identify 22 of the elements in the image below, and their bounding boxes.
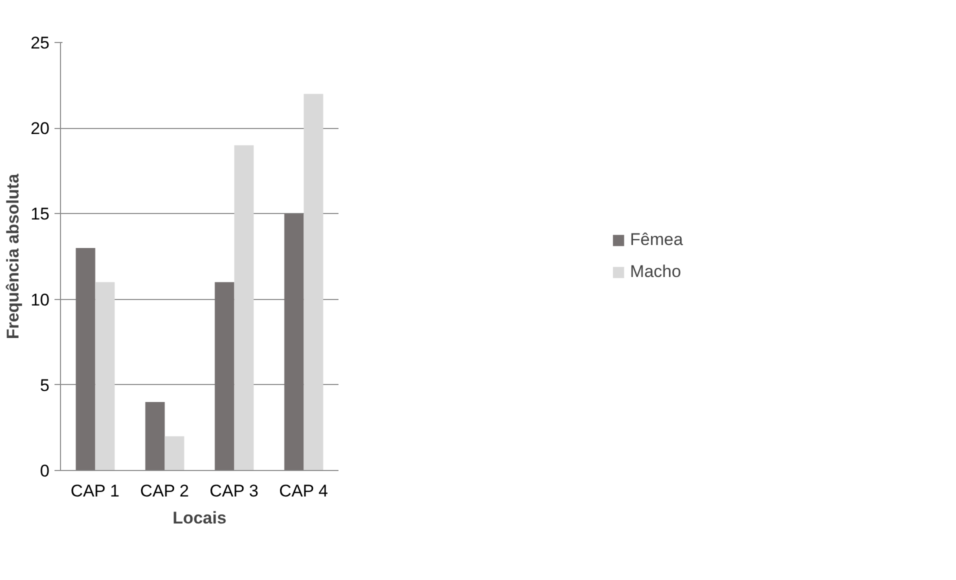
y-tick-label: 5 (40, 376, 50, 395)
x-tick-label: CAP 4 (279, 482, 328, 500)
y-tick-label: 25 (30, 34, 50, 52)
bar (164, 436, 184, 470)
x-tick-label: CAP 2 (140, 482, 190, 500)
bar (95, 282, 115, 470)
x-tick-label: CAP 1 (70, 482, 120, 500)
bar (214, 282, 234, 470)
legend-label: Macho (630, 262, 682, 282)
bar (304, 94, 324, 470)
x-axis-title: Locais (172, 508, 226, 528)
y-axis-title: Frequência absoluta (4, 173, 23, 340)
bar (284, 214, 304, 470)
y-tick-label: 15 (30, 204, 50, 224)
bar (234, 145, 254, 470)
x-tick-label: CAP 3 (210, 482, 259, 500)
y-tick-label: 0 (40, 462, 50, 480)
bar (145, 402, 165, 470)
y-tick-label: 20 (30, 119, 50, 138)
legend-label: Fêmea (630, 230, 683, 250)
y-tick-label: 10 (30, 290, 50, 310)
bar (76, 248, 96, 470)
